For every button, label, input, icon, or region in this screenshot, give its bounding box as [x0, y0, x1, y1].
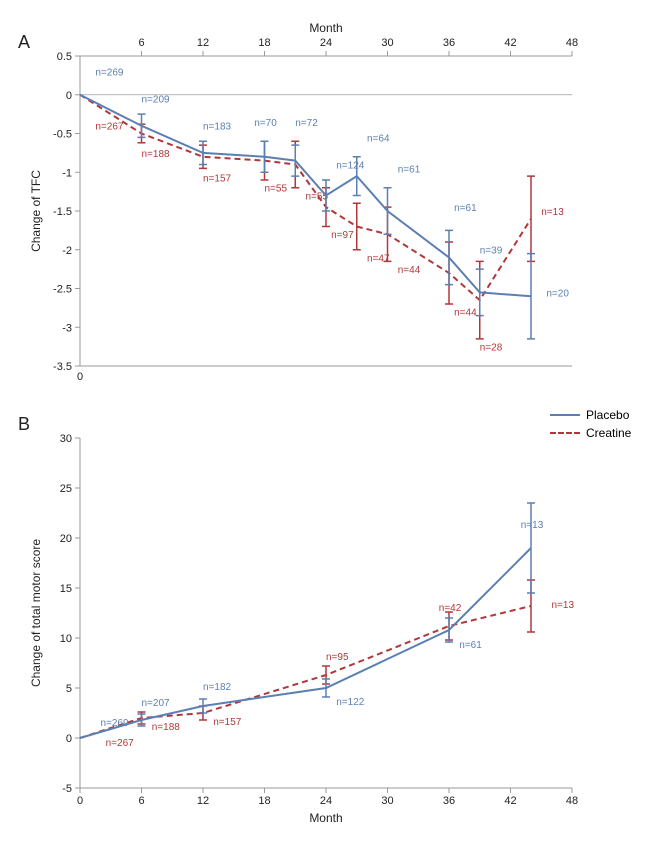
- svg-text:n=44: n=44: [454, 308, 477, 319]
- svg-text:0: 0: [66, 733, 72, 745]
- svg-text:30: 30: [381, 795, 393, 807]
- svg-text:n=13: n=13: [552, 600, 575, 611]
- svg-text:n=267: n=267: [106, 738, 135, 749]
- svg-text:n=122: n=122: [336, 697, 365, 708]
- svg-text:10: 10: [60, 633, 72, 645]
- svg-text:Month: Month: [309, 811, 342, 825]
- svg-text:0.5: 0.5: [57, 51, 72, 63]
- svg-text:48: 48: [566, 795, 578, 807]
- svg-text:n=44: n=44: [398, 265, 421, 276]
- svg-text:A: A: [18, 32, 30, 52]
- svg-text:n=95: n=95: [326, 652, 349, 663]
- svg-text:n=70: n=70: [254, 118, 277, 129]
- legend-item-creatine: Creatine: [550, 426, 631, 440]
- svg-text:n=182: n=182: [203, 682, 232, 693]
- svg-text:n=124: n=124: [336, 160, 365, 171]
- svg-text:30: 30: [60, 433, 72, 445]
- svg-text:12: 12: [197, 37, 209, 49]
- svg-text:-3: -3: [62, 322, 72, 334]
- svg-text:Change of TFC: Change of TFC: [29, 170, 43, 252]
- panel-a: 0.5 0 -0.5 -1 -1.5 -2 -2.5 -3 -3.5 6 12 18 24 30 36 42 4…: [10, 10, 642, 390]
- svg-text:n=72: n=72: [295, 118, 318, 129]
- svg-text:42: 42: [504, 37, 516, 49]
- svg-text:-1: -1: [62, 167, 72, 179]
- svg-text:n=13: n=13: [521, 520, 544, 531]
- chart-a-svg: 0.5 0 -0.5 -1 -1.5 -2 -2.5 -3 -3.5 6 12 18 24 30 36 42 4…: [10, 10, 642, 390]
- svg-text:Change of total motor score: Change of total motor score: [29, 539, 43, 687]
- svg-text:Month: Month: [309, 21, 342, 35]
- svg-text:-5: -5: [62, 783, 72, 795]
- svg-text:25: 25: [60, 483, 72, 495]
- svg-text:n=28: n=28: [480, 343, 503, 354]
- svg-text:48: 48: [566, 37, 578, 49]
- legend: Placebo Creatine: [550, 408, 631, 444]
- svg-text:n=47: n=47: [367, 253, 390, 264]
- svg-text:n=188: n=188: [152, 722, 181, 733]
- svg-text:24: 24: [320, 37, 332, 49]
- svg-text:n=183: n=183: [203, 122, 232, 133]
- svg-text:n=267: n=267: [95, 122, 124, 133]
- svg-text:n=39: n=39: [480, 246, 503, 257]
- svg-text:12: 12: [197, 795, 209, 807]
- figure-container: 0.5 0 -0.5 -1 -1.5 -2 -2.5 -3 -3.5 6 12 18 24 30 36 42 4…: [10, 10, 642, 838]
- svg-text:n=61: n=61: [459, 640, 482, 651]
- svg-text:n=55: n=55: [265, 184, 288, 195]
- svg-text:n=13: n=13: [541, 207, 564, 218]
- svg-text:20: 20: [60, 533, 72, 545]
- svg-text:6: 6: [138, 37, 144, 49]
- svg-text:B: B: [18, 414, 30, 434]
- legend-placebo-label: Placebo: [586, 408, 629, 422]
- svg-text:-3.5: -3.5: [53, 361, 72, 373]
- chart-b-svg: -5 0 5 10 15 20 25 30 0 6 12 18 24 30 36 42 48 Month Chang…: [10, 398, 642, 838]
- legend-creatine-label: Creatine: [586, 426, 631, 440]
- svg-text:15: 15: [60, 583, 72, 595]
- svg-text:36: 36: [443, 795, 455, 807]
- svg-text:5: 5: [66, 683, 72, 695]
- svg-text:n=61: n=61: [398, 164, 421, 175]
- svg-text:n=42: n=42: [439, 603, 462, 614]
- svg-text:n=209: n=209: [142, 95, 171, 106]
- svg-text:-2.5: -2.5: [53, 284, 72, 296]
- svg-text:-1.5: -1.5: [53, 206, 72, 218]
- svg-text:n=61: n=61: [454, 203, 477, 214]
- svg-text:n=20: n=20: [546, 288, 569, 299]
- svg-text:30: 30: [381, 37, 393, 49]
- svg-text:n=269: n=269: [101, 718, 130, 729]
- svg-text:6: 6: [138, 795, 144, 807]
- svg-text:0: 0: [77, 795, 83, 807]
- legend-creatine-line: [550, 432, 580, 434]
- svg-text:0: 0: [77, 371, 83, 383]
- svg-text:-0.5: -0.5: [53, 129, 72, 141]
- svg-text:24: 24: [320, 795, 332, 807]
- svg-text:36: 36: [443, 37, 455, 49]
- svg-text:n=207: n=207: [142, 698, 171, 709]
- svg-text:n=157: n=157: [203, 174, 232, 185]
- svg-text:n=97: n=97: [331, 230, 354, 241]
- legend-item-placebo: Placebo: [550, 408, 631, 422]
- svg-text:18: 18: [258, 795, 270, 807]
- svg-text:n=269: n=269: [95, 67, 124, 78]
- svg-text:n=188: n=188: [142, 149, 171, 160]
- svg-text:n=64: n=64: [367, 133, 390, 144]
- panel-b: -5 0 5 10 15 20 25 30 0 6 12 18 24 30 36 42 48 Month Chang…: [10, 398, 642, 838]
- svg-text:18: 18: [258, 37, 270, 49]
- svg-text:0: 0: [66, 90, 72, 102]
- legend-placebo-line: [550, 414, 580, 416]
- svg-text:-2: -2: [62, 245, 72, 257]
- svg-text:n=157: n=157: [213, 717, 242, 728]
- svg-text:42: 42: [504, 795, 516, 807]
